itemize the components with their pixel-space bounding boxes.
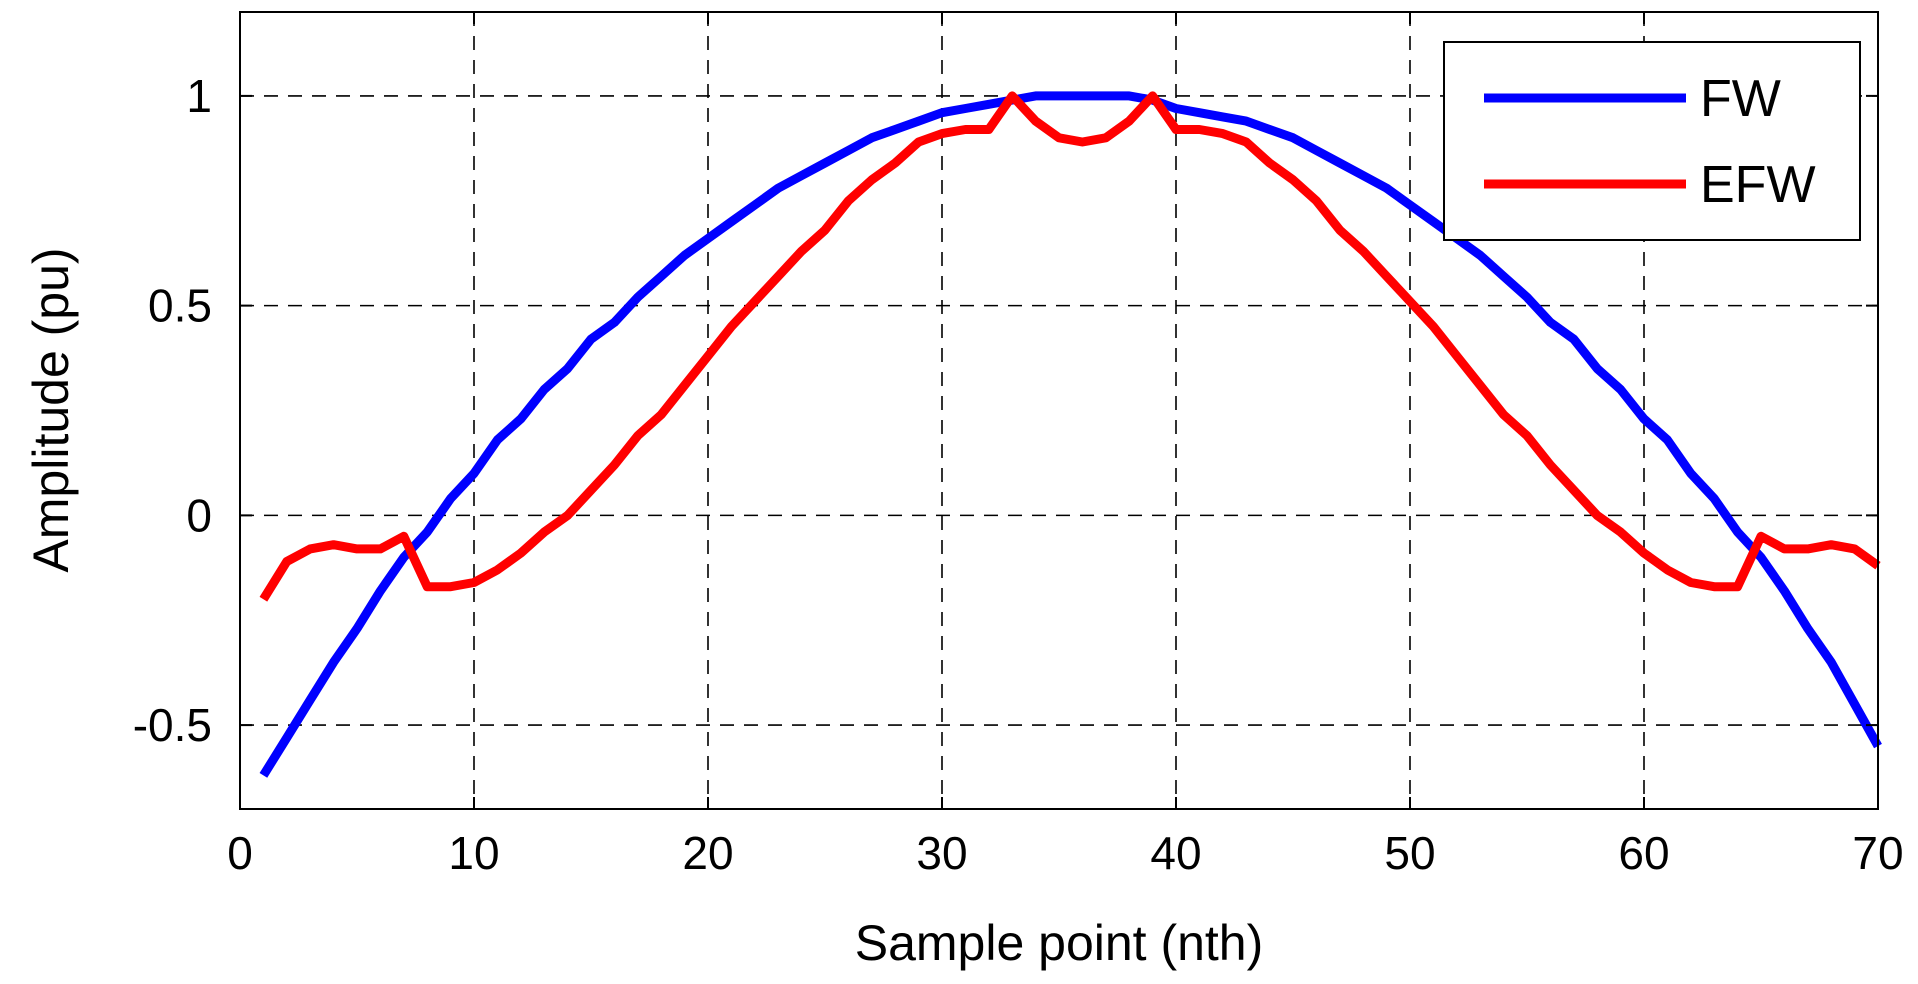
tick-layer <box>239 12 1879 809</box>
x-tick-label: 40 <box>1150 827 1201 879</box>
legend-box <box>1443 41 1861 241</box>
x-axis-tick-labels: 0 10 20 30 40 50 60 70 <box>227 827 1903 879</box>
y-axis-title: Amplitude (pu) <box>23 247 79 572</box>
y-tick-label: 0.5 <box>148 280 212 332</box>
legend-label-efw: EFW <box>1700 156 1816 214</box>
x-tick-label: 60 <box>1618 827 1669 879</box>
x-axis-title: Sample point (nth) <box>855 915 1264 971</box>
series-line-efw <box>259 91 1881 602</box>
y-axis-tick-labels: -0.5 0 0.5 1 <box>133 70 212 751</box>
y-tick-label: 1 <box>186 70 212 122</box>
plot-frame <box>239 11 1879 810</box>
y-tick-label: -0.5 <box>133 699 212 751</box>
series-layer <box>259 91 1882 778</box>
series-line-fw <box>259 91 1882 778</box>
y-tick-label: 0 <box>186 489 212 541</box>
x-tick-label: 30 <box>916 827 967 879</box>
x-tick-label: 70 <box>1852 827 1903 879</box>
x-tick-label: 10 <box>448 827 499 879</box>
legend-label-fw: FW <box>1700 70 1781 128</box>
x-tick-label: 50 <box>1384 827 1435 879</box>
x-tick-label: 0 <box>227 827 253 879</box>
x-tick-label: 20 <box>682 827 733 879</box>
legend: FW EFW <box>1443 41 1861 241</box>
